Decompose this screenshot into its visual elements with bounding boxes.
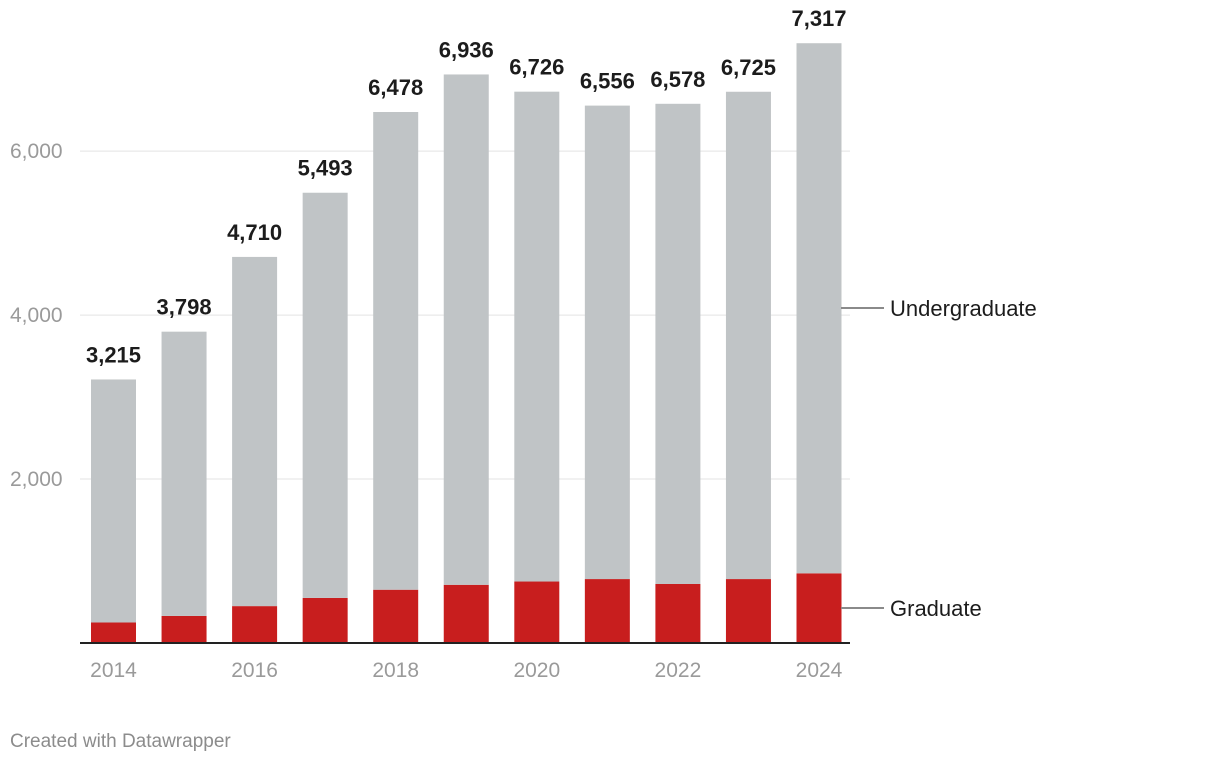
bar-graduate-2014 [91, 622, 136, 643]
total-label: 6,725 [721, 55, 776, 80]
bar-undergraduate-2023 [725, 91, 771, 580]
y-tick-label: 6,000 [10, 140, 63, 163]
x-tick-label: 2016 [231, 659, 278, 682]
bar-graduate-2024 [796, 573, 842, 643]
bar-graduate-2021 [584, 579, 630, 643]
bar-undergraduate-2020 [514, 91, 560, 582]
bar-graduate-2016 [232, 606, 278, 643]
bar-graduate-2020 [514, 581, 560, 643]
bar-undergraduate-2019 [443, 74, 489, 585]
legend-label-undergraduate: Undergraduate [890, 296, 1037, 321]
total-label: 3,215 [86, 342, 141, 367]
total-label: 5,493 [298, 156, 353, 181]
total-label: 6,726 [509, 55, 564, 80]
y-tick-label: 2,000 [10, 468, 63, 491]
x-tick-label: 2018 [372, 659, 419, 682]
x-axis-tick-labels: 2014 2016 2018 2020 2022 2024 [90, 659, 843, 682]
bar-undergraduate-2014 [91, 379, 136, 623]
x-tick-label: 2020 [513, 659, 560, 682]
total-label: 7,317 [791, 6, 846, 31]
total-label: 3,798 [157, 295, 212, 320]
bar-undergraduate-2015 [161, 331, 207, 616]
total-label: 6,478 [368, 75, 423, 100]
total-label: 6,556 [580, 69, 635, 94]
bar-graduate-2018 [373, 589, 419, 643]
total-label: 4,710 [227, 220, 282, 245]
bar-graduate-2017 [302, 597, 348, 643]
bars [91, 43, 842, 643]
bar-undergraduate-2016 [232, 256, 278, 607]
total-label: 6,578 [650, 67, 705, 92]
x-tick-label: 2024 [796, 659, 843, 682]
bar-undergraduate-2017 [302, 192, 348, 598]
bar-undergraduate-2018 [373, 111, 419, 590]
total-label: 6,936 [439, 37, 494, 62]
inline-legend: Undergraduate Graduate [841, 296, 1037, 621]
bar-graduate-2015 [161, 615, 207, 643]
bar-graduate-2022 [655, 583, 701, 643]
bar-graduate-2023 [725, 579, 771, 643]
legend-label-graduate: Graduate [890, 596, 982, 621]
bar-undergraduate-2022 [655, 103, 701, 584]
y-axis-tick-labels: 2,000 4,000 6,000 [10, 140, 63, 491]
x-tick-label: 2022 [655, 659, 702, 682]
bar-graduate-2019 [443, 584, 489, 643]
y-tick-label: 4,000 [10, 304, 63, 327]
datawrapper-credit: Created with Datawrapper [10, 731, 231, 752]
bar-undergraduate-2024 [796, 43, 842, 574]
bar-undergraduate-2021 [584, 105, 630, 580]
x-tick-label: 2014 [90, 659, 137, 682]
total-value-labels: 3,215 3,798 4,710 5,493 6,478 6,936 6,726 6,556… [86, 6, 847, 367]
